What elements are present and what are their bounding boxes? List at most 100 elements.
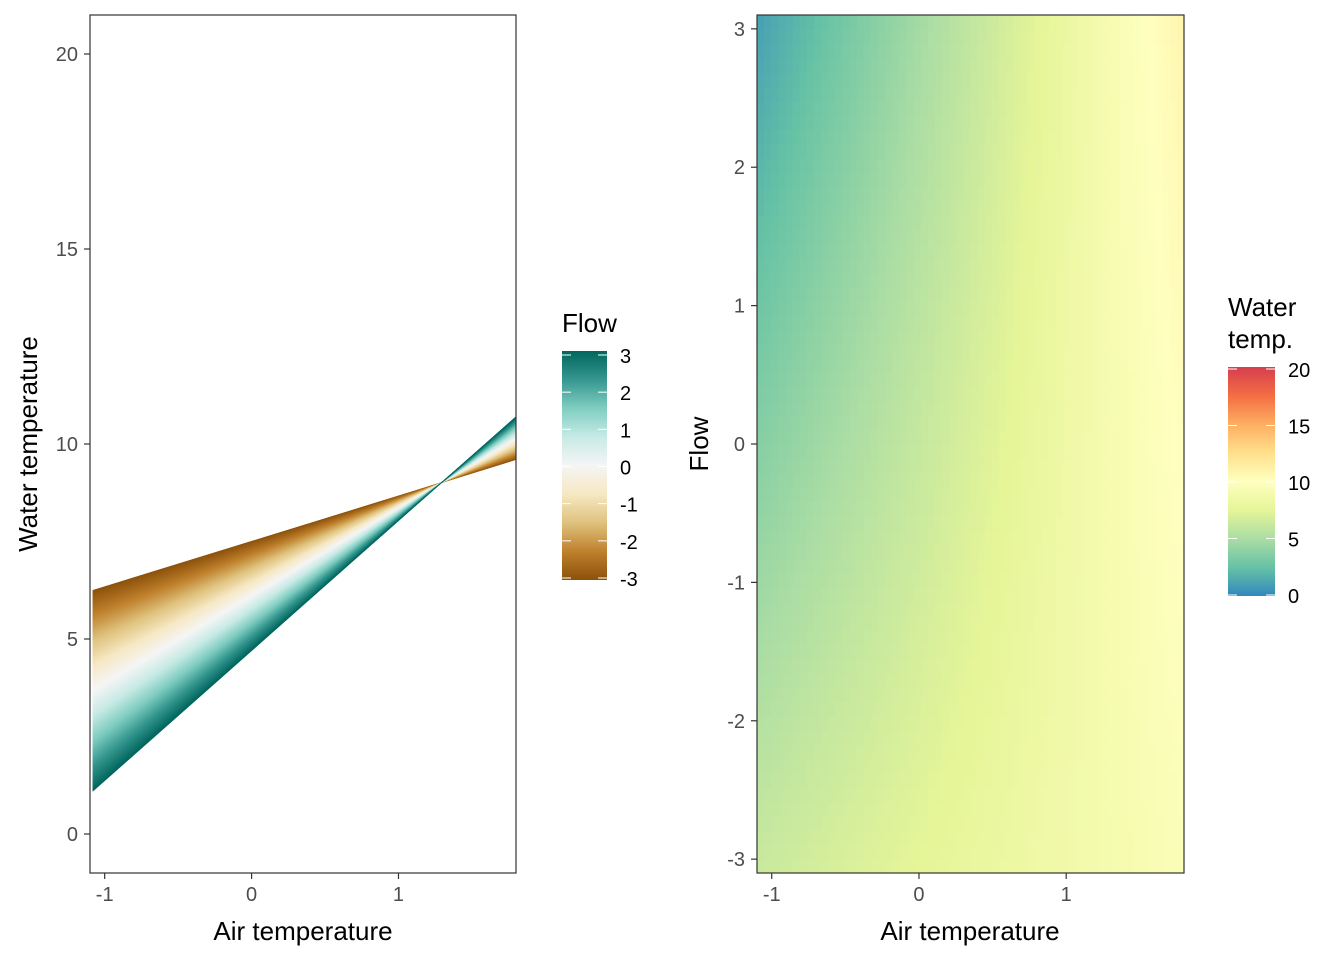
heatmap-cell xyxy=(821,772,829,788)
heatmap-cell xyxy=(1041,143,1050,159)
heatmap-cell xyxy=(1027,801,1036,817)
heatmap-cell xyxy=(1034,343,1043,359)
heatmap-cell xyxy=(1055,515,1064,531)
heatmap-cell xyxy=(1105,687,1114,703)
heatmap-cell xyxy=(1077,343,1086,359)
heatmap-cell xyxy=(806,787,815,803)
heatmap-cell xyxy=(927,57,936,73)
heatmap-cell xyxy=(1091,243,1100,259)
heatmap-cell xyxy=(835,143,844,159)
heatmap-cell xyxy=(899,658,908,674)
heatmap-cell xyxy=(963,143,972,159)
heatmap-cell xyxy=(792,229,801,245)
heatmap-cell xyxy=(942,286,950,302)
heatmap-cell xyxy=(920,343,929,359)
heatmap-cell xyxy=(757,830,765,846)
heatmap-cell xyxy=(792,72,801,88)
heatmap-cell xyxy=(813,515,822,531)
heatmap-cell xyxy=(1063,772,1071,788)
heatmap-cell xyxy=(1176,458,1184,474)
heatmap-cell xyxy=(949,29,958,45)
heatmap-cell xyxy=(892,787,901,803)
heatmap-cell xyxy=(1155,100,1164,116)
heatmap-cell xyxy=(998,601,1007,617)
heatmap-cell xyxy=(1119,415,1128,431)
heatmap-cell xyxy=(778,844,787,860)
heatmap-cell xyxy=(771,143,780,159)
heatmap-cell xyxy=(785,243,794,259)
heatmap-cell xyxy=(835,687,844,703)
heatmap-cell xyxy=(934,415,943,431)
heatmap-cell xyxy=(842,72,851,88)
heatmap-cell xyxy=(821,758,829,774)
heatmap-cell xyxy=(927,401,936,417)
heatmap-cell xyxy=(1027,401,1036,417)
heatmap-cell xyxy=(1098,86,1107,102)
heatmap-cell xyxy=(1169,572,1178,588)
heatmap-cell xyxy=(1077,458,1086,474)
heatmap-cell xyxy=(1098,358,1107,374)
heatmap-cell xyxy=(984,486,993,502)
heatmap-cell xyxy=(913,830,922,846)
heatmap-cell xyxy=(1155,787,1164,803)
heatmap-cell xyxy=(1063,744,1071,760)
heatmap-cell xyxy=(1070,830,1079,846)
heatmap-cell xyxy=(1169,515,1178,531)
heatmap-cell xyxy=(1141,787,1150,803)
heatmap-cell xyxy=(856,286,865,302)
heatmap-cell xyxy=(1027,15,1036,31)
heatmap-cell xyxy=(771,787,780,803)
heatmap-cell xyxy=(792,701,801,717)
heatmap-cell xyxy=(1119,72,1128,88)
heatmap-cell xyxy=(998,515,1007,531)
heatmap-cell xyxy=(1098,215,1107,231)
heatmap-cell xyxy=(1077,687,1086,703)
heatmap-cell xyxy=(1077,372,1086,388)
heatmap-cell xyxy=(1063,515,1071,531)
heatmap-cell xyxy=(828,587,837,603)
heatmap-cell xyxy=(927,758,936,774)
heatmap-cell xyxy=(1055,629,1064,645)
heatmap-cell xyxy=(863,158,872,174)
heatmap-cell xyxy=(934,286,943,302)
heatmap-cell xyxy=(1013,715,1022,731)
flow-legend-title: Flow xyxy=(562,308,617,338)
heatmap-cell xyxy=(764,429,773,445)
heatmap-cell xyxy=(771,243,780,259)
heatmap-cell xyxy=(1034,572,1043,588)
legend-tick-label: 5 xyxy=(1288,530,1299,552)
heatmap-cell xyxy=(1013,258,1022,274)
heatmap-cell xyxy=(991,229,1000,245)
heatmap-cell xyxy=(1041,186,1050,202)
heatmap-cell xyxy=(970,272,979,288)
heatmap-cell xyxy=(870,787,879,803)
legend-tick-label: -2 xyxy=(620,532,638,554)
heatmap-cell xyxy=(963,372,972,388)
heatmap-cell xyxy=(934,372,943,388)
heatmap-cell xyxy=(1006,86,1014,102)
heatmap-cell xyxy=(1020,486,1029,502)
heatmap-cell xyxy=(906,658,915,674)
heatmap-cell xyxy=(1048,86,1057,102)
heatmap-cell xyxy=(1006,672,1014,688)
heatmap-cell xyxy=(1055,572,1064,588)
heatmap-cell xyxy=(764,515,773,531)
heatmap-cell xyxy=(913,658,922,674)
heatmap-cell xyxy=(1027,315,1036,331)
heatmap-cell xyxy=(1134,672,1143,688)
heatmap-cell xyxy=(1119,472,1128,488)
heatmap-cell xyxy=(1134,215,1143,231)
heatmap-cell xyxy=(806,601,815,617)
heatmap-cell xyxy=(1077,744,1086,760)
heatmap-cell xyxy=(998,701,1007,717)
heatmap-cell xyxy=(1091,844,1100,860)
heatmap-cell xyxy=(856,329,865,345)
heatmap-cell xyxy=(1162,758,1171,774)
heatmap-cell xyxy=(942,644,950,660)
heatmap-cell xyxy=(778,672,787,688)
heatmap-cell xyxy=(778,444,787,460)
heatmap-cell xyxy=(835,629,844,645)
heatmap-cell xyxy=(892,601,901,617)
heatmap-cell xyxy=(1169,415,1178,431)
heatmap-cell xyxy=(799,744,808,760)
